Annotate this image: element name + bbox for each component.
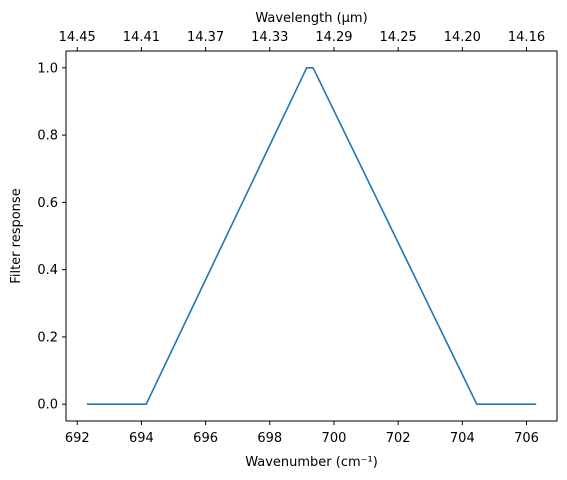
x-tick-label: 702 — [386, 431, 411, 446]
x-tick-label: 698 — [257, 431, 282, 446]
top-axis-label: Wavelength (μm) — [255, 11, 367, 26]
x-tick-label: 696 — [193, 431, 218, 446]
top-axis-ticks: 14.45 14.41 14.37 14.33 14.29 14.25 14.20 14.16 — [59, 30, 545, 51]
plot-frame — [65, 50, 558, 422]
top-tick-label: 14.41 — [123, 30, 160, 45]
top-tick-label: 14.33 — [251, 30, 288, 45]
y-tick-label: 0.4 — [37, 263, 58, 278]
top-tick-label: 14.25 — [380, 30, 417, 45]
top-tick-label: 14.20 — [444, 30, 481, 45]
series-layer — [86, 67, 537, 405]
x-tick-label: 704 — [450, 431, 475, 446]
top-tick-label: 14.29 — [315, 30, 352, 45]
y-axis-label: Filter response — [9, 188, 24, 283]
y-tick-label: 0.8 — [37, 129, 58, 144]
y-tick-label: 1.0 — [37, 61, 58, 76]
y-axis-ticks: 0.0 0.2 0.4 0.6 0.8 1.0 — [37, 61, 66, 413]
y-tick-label: 0.6 — [37, 196, 58, 211]
top-tick-label: 14.37 — [187, 30, 224, 45]
y-tick-label: 0.0 — [37, 398, 58, 413]
y-tick-label: 0.2 — [37, 330, 58, 345]
x-tick-label: 706 — [514, 431, 539, 446]
x-axis-ticks: 692 694 696 698 700 702 704 706 — [65, 421, 539, 446]
top-tick-label: 14.16 — [508, 30, 545, 45]
x-tick-label: 700 — [322, 431, 347, 446]
x-tick-label: 692 — [65, 431, 90, 446]
x-axis-label: Wavenumber (cm⁻¹) — [245, 455, 378, 470]
series-line — [86, 67, 537, 405]
top-tick-label: 14.45 — [59, 30, 96, 45]
x-tick-label: 694 — [129, 431, 154, 446]
